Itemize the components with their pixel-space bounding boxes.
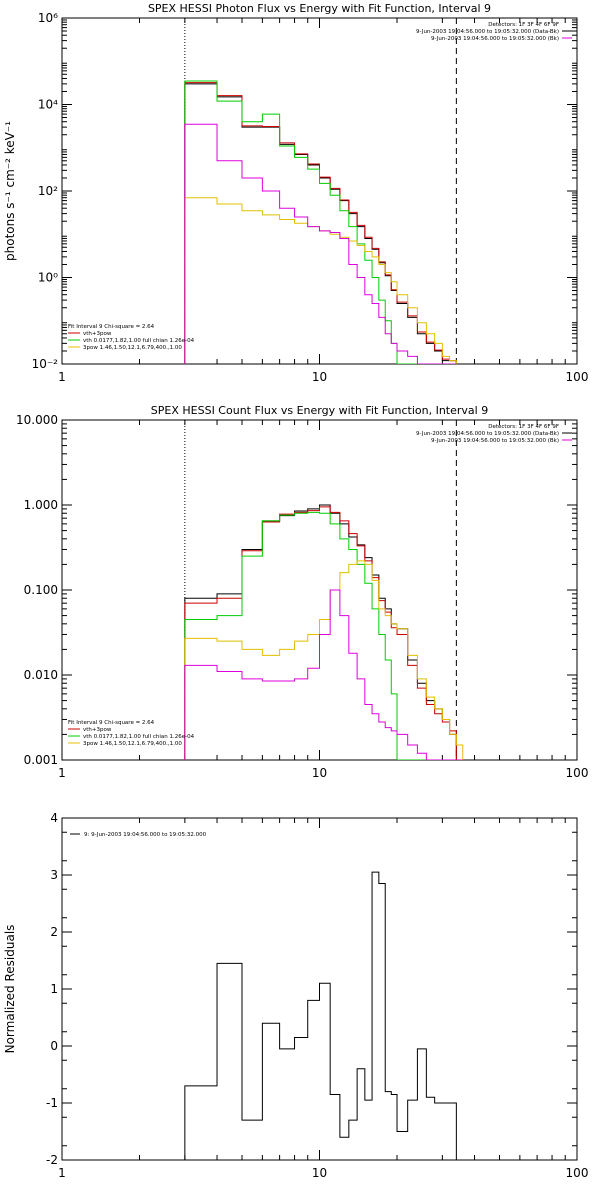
y-tick-label: 1 (50, 982, 58, 996)
y-tick-label: -1 (46, 1096, 58, 1110)
x-tick-label: 1 (58, 1166, 66, 1180)
series-line-1 (184, 504, 463, 760)
header-legend-text: Detectors: 1F 3F 4F 6F 9F (488, 424, 559, 430)
series-line-1 (184, 871, 457, 1160)
plot-frame (61, 419, 578, 761)
header-legend-text: 9-Jun-2003 19:04:56.000 to 19:05:32.000 … (416, 431, 559, 437)
y-tick-label: 10.000 (16, 413, 58, 427)
x-tick-label: 10 (312, 766, 327, 780)
chart-title: SPEX HESSI Count Flux vs Energy with Fit… (151, 404, 488, 417)
y-axis-label: photons s⁻¹ cm⁻² keV⁻¹ (3, 121, 17, 261)
y-tick-label: 10² (38, 184, 58, 198)
chart-title: SPEX HESSI Photon Flux vs Energy with Fi… (148, 2, 491, 15)
fit-legend-text: Fit Interval 9 Chi-square = 2.64 (68, 324, 155, 330)
series-line-5 (184, 123, 457, 364)
series-line-5 (184, 589, 463, 760)
fit-legend-text: vth 0.0177,1.82,1.00 full chian 1.26e-04 (83, 338, 195, 344)
y-tick-label: 4 (50, 811, 58, 825)
x-tick-label: 100 (566, 1166, 589, 1180)
chart-panel-2: SPEX HESSI Count Flux vs Energy with Fit… (16, 404, 588, 780)
series-line-3 (184, 80, 457, 364)
header-legend-text: 9-Jun-2003 19:04:56.000 to 19:05:32.000 … (431, 36, 559, 42)
x-tick-label: 10 (312, 1166, 327, 1180)
fit-legend-text: vth+3pow (83, 727, 112, 733)
y-tick-label: 10⁰ (38, 271, 58, 285)
x-tick-label: 1 (58, 370, 66, 384)
header-legend-text: Detectors: 1F 3F 4F 6F 9F (488, 22, 559, 28)
series-line-4 (184, 197, 457, 364)
series-line-4 (184, 560, 464, 760)
chart-panel-3: Normalized Residuals 1 10 100 -2 -1 0 1 2 3 4 9: 9-… (3, 811, 588, 1180)
header-legend-text: 9-Jun-2003 19:04:56.000 to 19:05:32.000 … (431, 438, 559, 444)
chart-panel-1: SPEX HESSI Photon Flux vs Energy with Fi… (3, 2, 588, 384)
y-tick-label: -2 (46, 1153, 58, 1167)
y-axis-label: Normalized Residuals (3, 925, 17, 1054)
y-tick-label: 0.100 (24, 583, 58, 597)
x-tick-label: 10 (312, 370, 327, 384)
series-line-2 (184, 82, 457, 364)
fit-legend-text: vth 0.0177,1.82,1.00 full chian 1.26e-04 (83, 734, 195, 740)
fit-legend-text: vth+3pow (83, 331, 112, 337)
y-tick-label: 1.000 (24, 498, 58, 512)
y-tick-label: 10⁶ (38, 11, 58, 25)
y-tick-label: 10⁴ (38, 98, 58, 112)
x-tick-label: 1 (58, 766, 66, 780)
y-tick-label: 0.010 (24, 668, 58, 682)
series-line-1 (184, 83, 457, 364)
y-tick-label: 10⁻² (32, 357, 59, 371)
plot-frame (61, 17, 578, 365)
series-line-2 (184, 506, 463, 760)
series-line-3 (184, 511, 463, 760)
x-tick-label: 100 (566, 766, 589, 780)
x-tick-label: 100 (566, 370, 589, 384)
y-tick-label: 2 (50, 925, 58, 939)
fit-legend-text: Fit Interval 9 Chi-square = 2.64 (68, 720, 155, 726)
header-legend-text: 9-Jun-2003 19:04:56.000 to 19:05:32.000 … (416, 29, 559, 35)
fit-legend-text: 3pow 1.46,1.50,12.1,6.79,400.,1.00 (83, 741, 182, 747)
legend-text: 9: 9-Jun-2003 19:04:56.000 to 19:05:32.0… (84, 832, 207, 838)
fit-legend-text: 3pow 1.46,1.50,12.1,6.79,400.,1.00 (83, 345, 182, 351)
y-tick-label: 0 (50, 1039, 58, 1053)
y-tick-label: 0.001 (24, 753, 58, 767)
y-tick-label: 3 (50, 868, 58, 882)
